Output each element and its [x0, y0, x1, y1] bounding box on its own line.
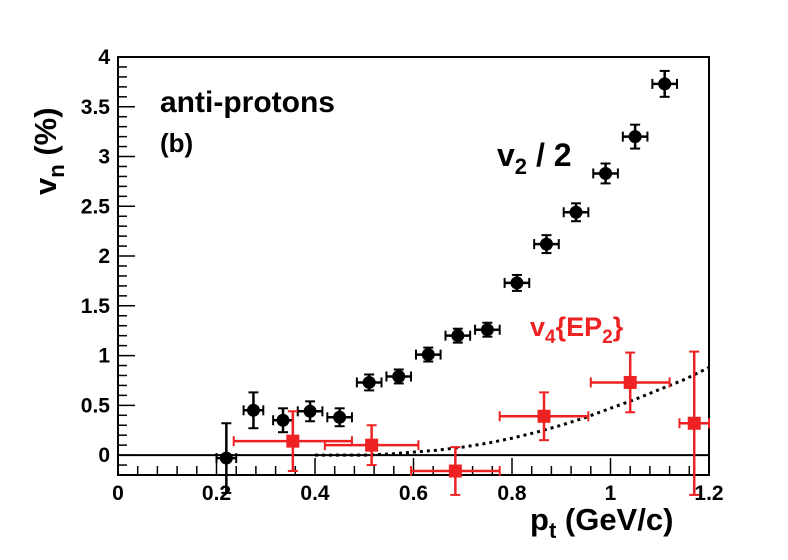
marker-square [537, 409, 551, 423]
y-tick-label: 0.5 [81, 394, 111, 417]
data-point [323, 424, 420, 467]
data-point [232, 410, 353, 473]
x-tick-label: 1.2 [694, 482, 723, 505]
data-point [498, 391, 590, 442]
marker-square [365, 438, 379, 452]
data-point [355, 373, 383, 392]
data-point [678, 350, 710, 496]
data-point [533, 234, 560, 255]
marker-circle [480, 323, 494, 337]
marker-square [448, 464, 462, 478]
y-axis-title: vn (%) [28, 107, 69, 195]
y-tick-label: 3 [98, 146, 110, 169]
marker-circle [276, 413, 290, 427]
legend-v4-sub2: 2 [602, 327, 613, 348]
x-axis-title: pt (GeV/c) [530, 502, 673, 543]
y-tick-label: 1.5 [81, 295, 111, 318]
marker-circle [539, 237, 553, 251]
legend-v2: v2 / 2 [497, 137, 572, 179]
panel-tag: (b) [160, 128, 193, 158]
legend-v4-mid: {EP [556, 312, 603, 342]
data-point [215, 422, 238, 494]
legend-v4-main: v [530, 312, 545, 342]
marker-circle [510, 276, 524, 290]
marker-circle [246, 403, 260, 417]
y-tick-label: 3.5 [81, 96, 111, 119]
panel-label: anti-protons [160, 86, 335, 119]
y-axis-title-suffix: (%) [28, 107, 63, 164]
y-axis-title-main: v [28, 177, 63, 195]
data-point [651, 69, 678, 98]
data-point [272, 407, 294, 434]
x-tick-label: 0.2 [202, 482, 231, 505]
data-point [621, 123, 649, 150]
y-tick-label: 0 [98, 444, 110, 467]
y-tick-label: 1 [98, 345, 110, 368]
x-axis-title-sub: t [549, 518, 557, 543]
data-point [444, 327, 472, 344]
data-point [385, 368, 413, 385]
legend-v2-main: v [497, 137, 515, 173]
data-point [503, 273, 531, 292]
marker-square [623, 375, 637, 389]
x-tick-label: 0.4 [300, 482, 330, 505]
fit-curve-layer [315, 366, 710, 457]
marker-square [687, 416, 701, 430]
series-v2 [215, 69, 678, 494]
data-point [562, 202, 590, 223]
legend-v4-end: } [613, 312, 624, 342]
x-tick-label: 0 [112, 482, 124, 505]
y-axis-title-sub: n [44, 164, 69, 177]
x-tick-label: 0.6 [399, 482, 428, 505]
marker-circle [658, 77, 672, 91]
series-v4 [232, 350, 710, 496]
marker-circle [599, 166, 613, 180]
x-tick-label: 0.8 [497, 482, 527, 505]
data-point [242, 391, 265, 430]
marker-circle [333, 410, 347, 424]
data-point [592, 162, 619, 185]
y-tick-label: 4 [98, 46, 110, 69]
x-tick-label: 1 [605, 482, 617, 505]
data-point [589, 351, 671, 414]
x-axis-title-main: p [530, 502, 549, 537]
series-layer [215, 69, 710, 496]
marker-circle [569, 205, 583, 219]
marker-circle [219, 451, 233, 465]
marker-square [286, 434, 300, 448]
marker-circle [392, 369, 406, 383]
data-point [414, 346, 442, 363]
marker-circle [451, 329, 465, 343]
data-point [326, 407, 353, 428]
fit-curve [315, 366, 710, 457]
legend-v4: v4{EP2} [530, 312, 624, 348]
marker-circle [421, 348, 435, 362]
legend-v4-sub: 4 [545, 327, 556, 348]
x-axis-title-suffix: (GeV/c) [556, 502, 673, 537]
data-point [474, 321, 501, 338]
legend-v2-suffix: / 2 [527, 137, 571, 173]
marker-circle [303, 404, 317, 418]
legend-v2-sub: 2 [515, 154, 527, 179]
data-point [410, 446, 501, 496]
y-tick-label: 2.5 [81, 195, 111, 218]
marker-circle [628, 130, 642, 144]
labels-layer: anti-protons (b) v2 / 2 v4{EP2} pt (GeV/… [28, 86, 673, 543]
marker-circle [362, 375, 376, 389]
y-tick-label: 2 [98, 245, 110, 268]
